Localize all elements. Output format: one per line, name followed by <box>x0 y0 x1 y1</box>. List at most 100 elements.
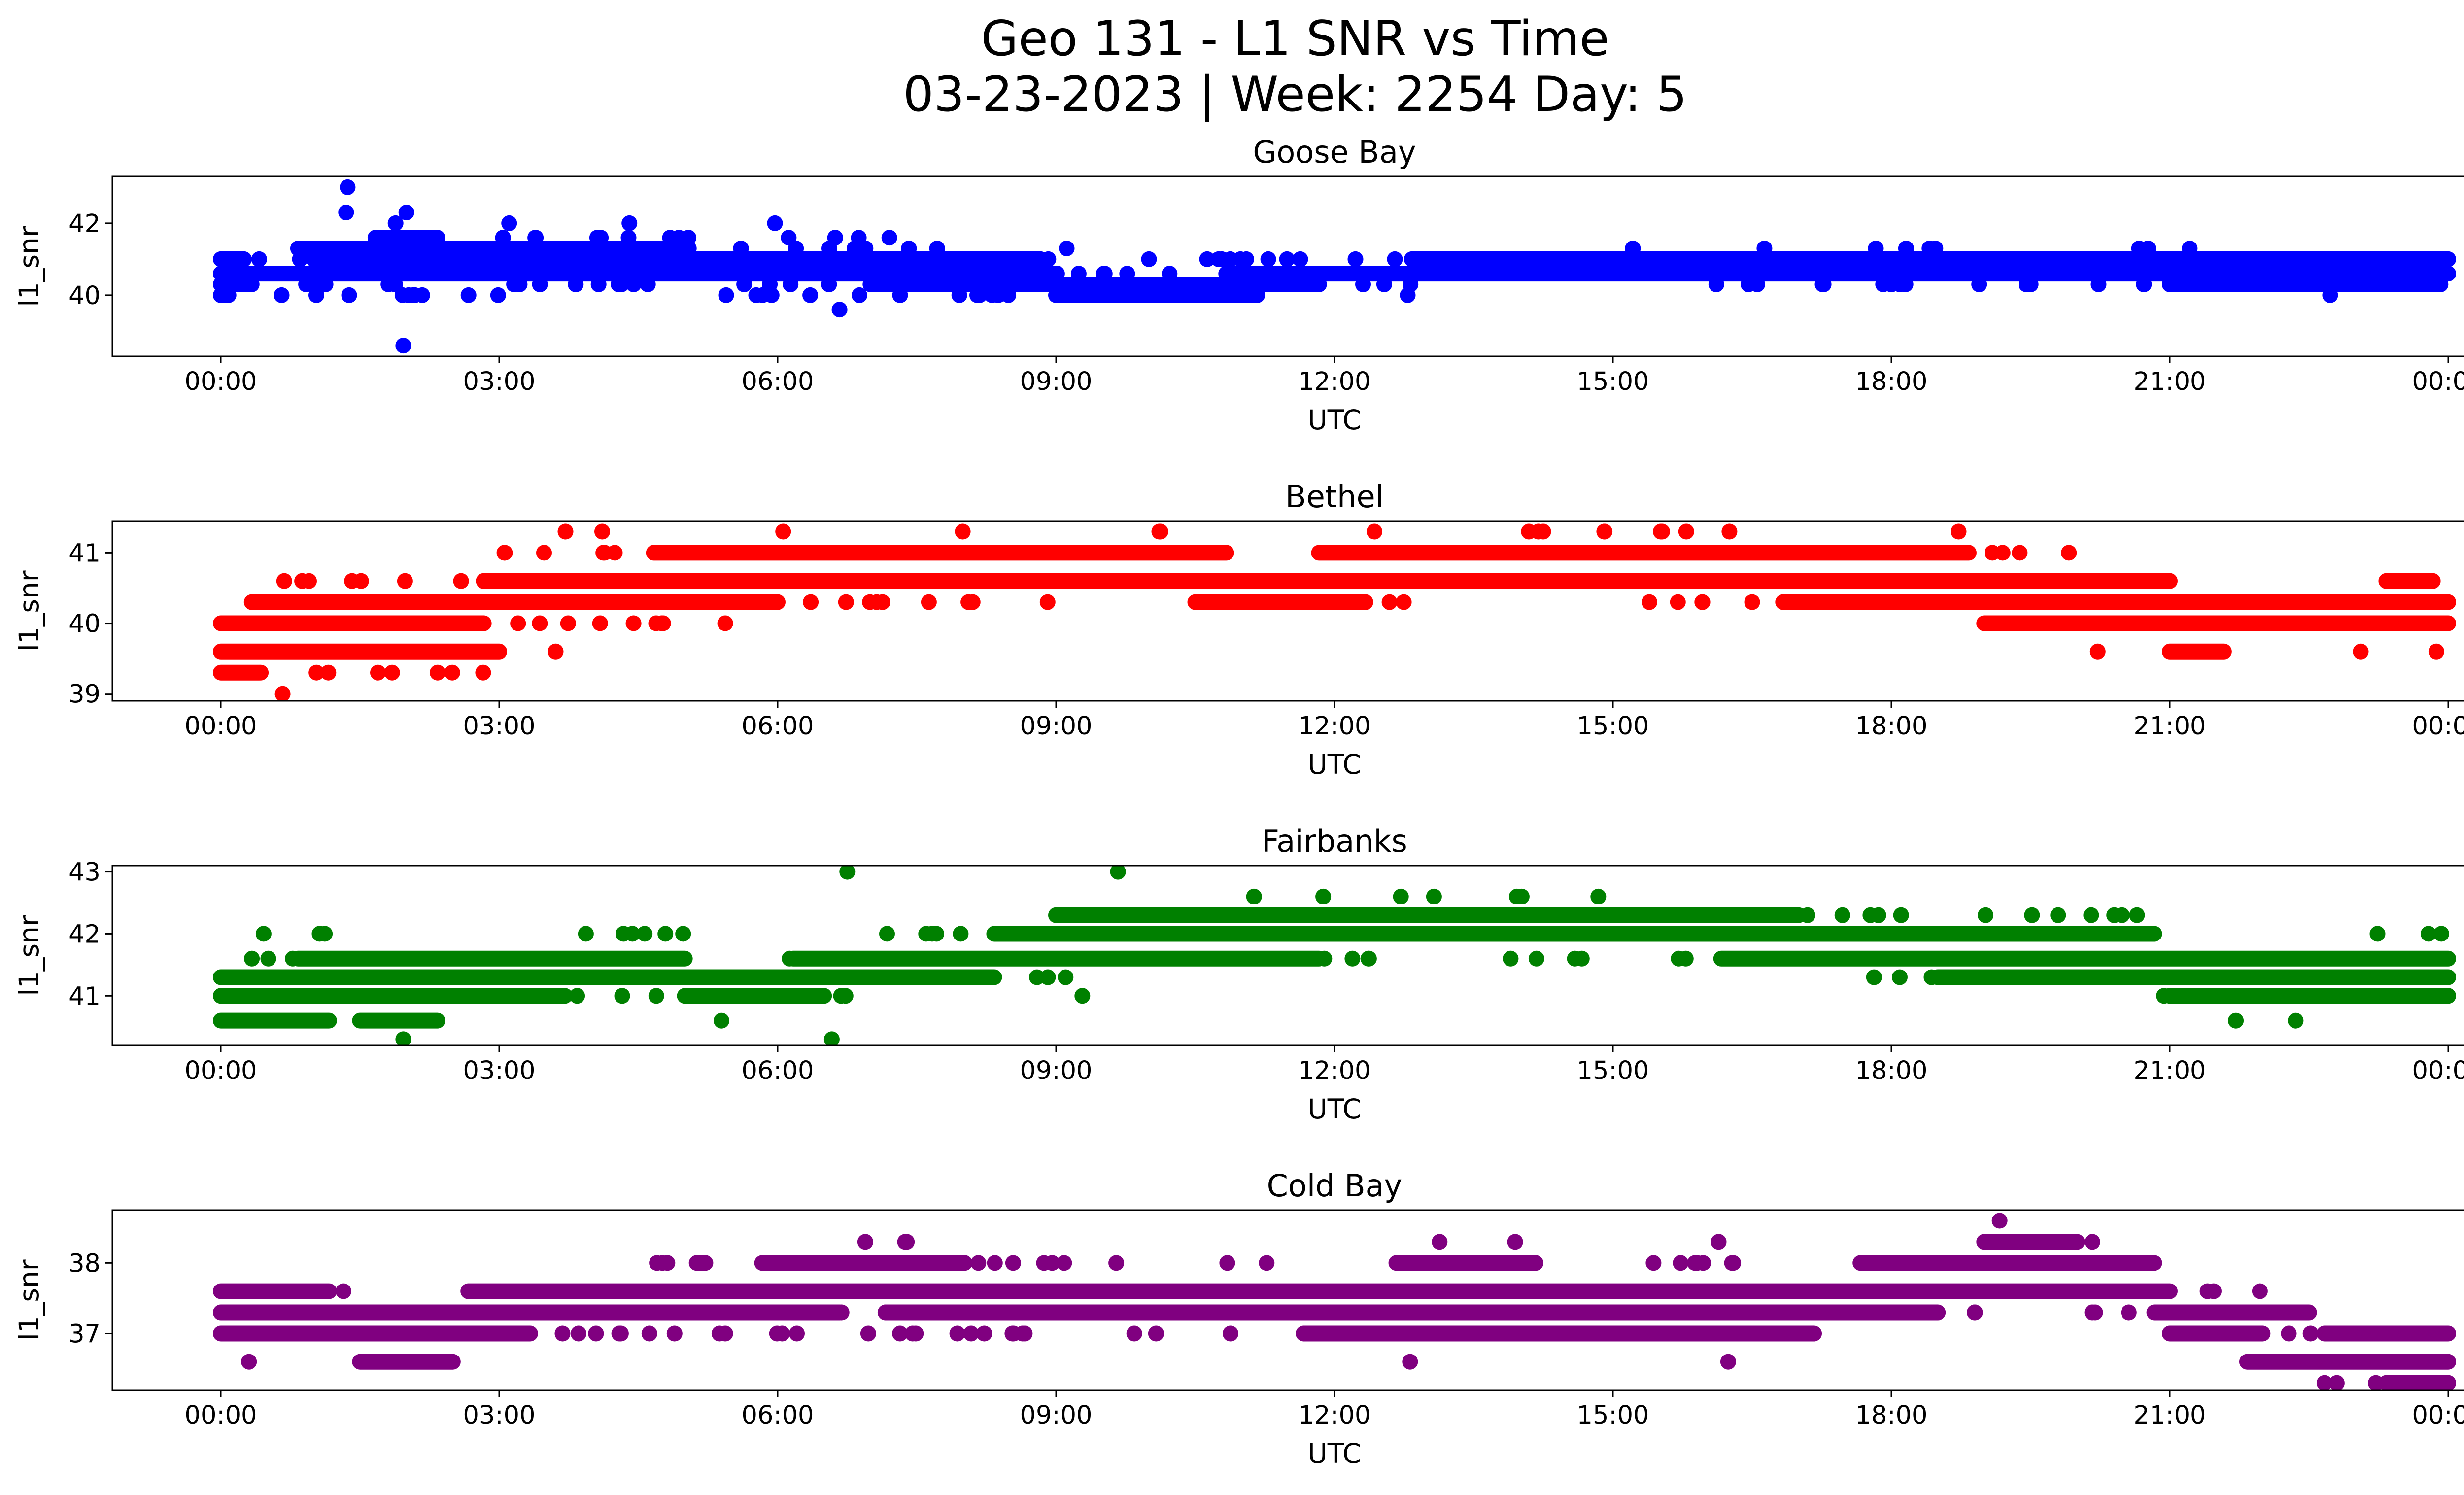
y-tick-label: 42 <box>68 920 101 949</box>
data-point <box>1004 1325 1021 1342</box>
point-band <box>1296 1325 1822 1342</box>
data-point <box>1126 1325 1142 1342</box>
data-point <box>497 545 513 561</box>
data-point <box>1040 251 1057 267</box>
point-band <box>785 950 1327 967</box>
data-point <box>2050 907 2066 923</box>
data-point <box>1503 950 1519 967</box>
data-point <box>1396 594 1412 610</box>
data-point <box>862 594 878 610</box>
data-point <box>1070 266 1087 282</box>
point-band <box>878 1304 1946 1321</box>
data-point <box>1898 241 1914 256</box>
x-tick-label: 12:00 <box>1299 712 1371 741</box>
data-point <box>976 1325 992 1342</box>
data-point <box>1426 888 1442 904</box>
data-point <box>589 230 605 246</box>
data-point <box>528 230 544 246</box>
data-point <box>641 1325 657 1342</box>
data-point <box>1040 969 1056 985</box>
data-point <box>536 545 552 561</box>
data-point <box>717 615 733 631</box>
data-point <box>857 1234 873 1250</box>
data-point <box>1119 266 1135 282</box>
data-point <box>648 988 664 1004</box>
x-tick-label: 21:00 <box>2134 367 2206 396</box>
x-tick-label: 06:00 <box>742 367 814 396</box>
axes-frame-cold-bay <box>111 1209 2464 1391</box>
subplot-title: Goose Bay <box>1253 134 1416 170</box>
data-point <box>953 926 969 942</box>
data-point <box>308 664 325 681</box>
data-point <box>1509 888 1525 904</box>
x-axis-label: UTC <box>1307 1093 1361 1125</box>
x-tick-label: 06:00 <box>742 1056 814 1085</box>
data-point <box>1108 1255 1125 1271</box>
point-band <box>352 1012 445 1029</box>
data-point <box>908 1325 924 1342</box>
point-band <box>1388 1255 1544 1271</box>
point-band <box>677 988 832 1004</box>
point-band <box>1713 950 2456 967</box>
data-point <box>921 594 937 610</box>
point-band <box>2146 1304 2317 1321</box>
data-point <box>879 926 895 942</box>
data-points-goose-bay <box>213 179 2456 354</box>
data-point <box>1095 266 1112 282</box>
data-point <box>2012 545 2028 561</box>
x-tick-label: 03:00 <box>463 1056 536 1085</box>
point-band <box>213 615 492 631</box>
data-point <box>1677 950 1694 967</box>
data-point <box>1678 523 1694 540</box>
data-point <box>987 1255 1003 1271</box>
data-point <box>1152 523 1168 540</box>
data-point <box>2024 907 2040 923</box>
x-tick-label: 09:00 <box>1020 712 1093 741</box>
x-tick-label: 03:00 <box>463 712 536 741</box>
data-point <box>781 230 797 246</box>
data-point <box>260 950 276 967</box>
data-point <box>955 523 971 540</box>
data-point <box>2433 926 2449 942</box>
data-point <box>620 230 637 246</box>
data-point <box>657 926 674 942</box>
data-point <box>430 664 445 681</box>
x-tick-label: 00:00 <box>185 712 257 741</box>
data-point <box>592 615 608 631</box>
data-point <box>1645 1255 1662 1271</box>
data-point <box>1367 523 1382 540</box>
data-point <box>2083 907 2099 923</box>
data-point <box>789 1325 805 1342</box>
data-point <box>1866 969 1882 985</box>
data-point <box>453 573 469 589</box>
data-point <box>653 615 670 631</box>
point-band <box>213 1304 848 1321</box>
data-point <box>301 573 317 589</box>
point-band <box>213 1283 337 1299</box>
data-point <box>851 230 867 246</box>
x-tick-label: 15:00 <box>1577 367 1649 396</box>
data-point <box>253 664 269 681</box>
data-point <box>1393 888 1409 904</box>
point-band <box>290 950 693 967</box>
data-point <box>1110 866 1126 880</box>
data-point <box>874 594 890 610</box>
data-point <box>929 241 945 256</box>
data-point <box>949 1325 965 1342</box>
data-point <box>733 241 749 256</box>
subplot-fairbanks: 00:00 03:00 06:00 09:00 12:00 15:00 18:00 21:00… <box>13 823 2464 1125</box>
data-point <box>395 338 411 354</box>
x-axis-label: UTC <box>1307 404 1361 436</box>
figure-title-line-1: Geo 131 - L1 SNR vs Time <box>981 11 1609 67</box>
data-point <box>1141 251 1157 267</box>
data-point <box>671 230 687 246</box>
point-band <box>2239 1354 2456 1370</box>
data-point <box>588 1325 604 1342</box>
data-point <box>1344 950 1361 967</box>
data-point <box>557 988 573 1004</box>
data-point <box>1315 888 1332 904</box>
data-point <box>833 988 849 1004</box>
data-point <box>510 615 526 631</box>
data-point <box>274 287 290 303</box>
data-point <box>2369 926 2386 942</box>
